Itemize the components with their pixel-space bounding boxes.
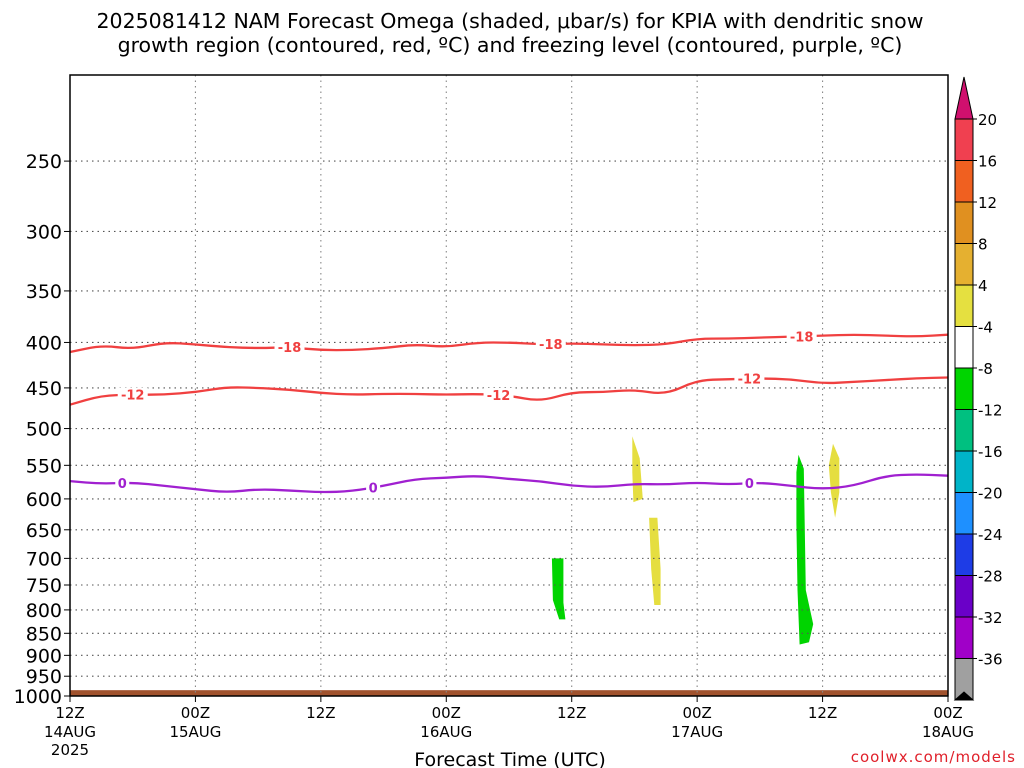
contour-label-bg xyxy=(274,340,305,355)
colorbar-swatch xyxy=(954,201,974,244)
contour-line xyxy=(69,473,949,494)
plot-area: -18 -18 -18 -12 -12 -12 0 0 0 250 300 350 400 450 500 5… xyxy=(14,74,974,759)
x-tick-time: 00Z xyxy=(682,704,711,722)
chart-title-line2: growth region (contoured, red, ºC) and f… xyxy=(118,33,903,57)
colorbar-label: -8 xyxy=(978,360,993,378)
y-tick-label: 250 xyxy=(26,151,62,173)
colorbar-label: -16 xyxy=(978,443,1003,461)
x-tick-date: 14AUG xyxy=(44,723,96,741)
y-tick-label: 900 xyxy=(26,645,62,667)
colorbar-swatch xyxy=(954,616,974,659)
colorbar-swatch xyxy=(954,575,974,618)
colorbar-label: -4 xyxy=(978,319,993,337)
contour-label-bg xyxy=(117,387,148,402)
contour-label: 0 xyxy=(118,477,127,492)
x-tick-time: 00Z xyxy=(933,704,962,722)
colorbar-swatch xyxy=(954,367,974,410)
x-tick-time: 12Z xyxy=(808,704,837,722)
colorbar-label: -36 xyxy=(978,651,1003,669)
x-tick-date: 16AUG xyxy=(420,723,472,741)
colorbar-label: -12 xyxy=(978,402,1003,420)
y-tick-label: 850 xyxy=(26,623,62,645)
colorbar-swatch xyxy=(954,160,974,203)
chart-title-line1: 2025081412 NAM Forecast Omega (shaded, μ… xyxy=(97,9,924,33)
colorbar-label: 20 xyxy=(978,111,997,129)
y-tick-label: 950 xyxy=(26,666,62,688)
y-tick-label: 350 xyxy=(26,281,62,303)
plot-frame xyxy=(69,74,949,697)
x-tick-time: 12Z xyxy=(55,704,84,722)
omega-shade-region xyxy=(551,558,566,620)
contour-label-bg xyxy=(115,475,130,490)
contour-label-bg xyxy=(366,480,381,495)
colorbar-swatch xyxy=(954,450,974,493)
colorbar-swatch xyxy=(954,326,974,369)
y-tick-label: 700 xyxy=(26,548,62,570)
colorbar-label: -20 xyxy=(978,485,1003,503)
contour-label: 0 xyxy=(369,482,378,497)
colorbar-legend: 20 16 12 8 4 -4 -8 -12 -16 -20 -24 -28 -32 -36 xyxy=(953,76,1003,701)
contour-label: -18 xyxy=(539,338,563,353)
y-tick-label: 450 xyxy=(26,378,62,400)
colorbar-swatch xyxy=(954,284,974,327)
y-tick-label: 650 xyxy=(26,520,62,542)
x-tick-time: 00Z xyxy=(181,704,210,722)
colorbar-top-arrow xyxy=(954,76,974,120)
x-tick-date: 15AUG xyxy=(169,723,221,741)
x-axis-label: Forecast Time (UTC) xyxy=(414,749,605,768)
colorbar-swatch xyxy=(954,243,974,286)
y-tick-label: 550 xyxy=(26,455,62,477)
x-tick-year: 2025 xyxy=(51,741,89,759)
omega-shade-region xyxy=(649,517,661,605)
y-tick-label: 300 xyxy=(26,221,62,243)
colorbar-swatch xyxy=(954,118,974,161)
colorbar-bottom-arrow xyxy=(953,691,975,701)
colorbar-label: 12 xyxy=(978,194,997,212)
contour-label: -12 xyxy=(121,389,145,404)
contour-label-bg xyxy=(535,337,566,352)
colorbar-label: -32 xyxy=(978,609,1003,627)
contour-label-bg xyxy=(742,476,757,491)
contour-label-bg xyxy=(734,371,765,386)
source-credit: coolwx.com/models xyxy=(851,748,1016,766)
x-tick-time: 12Z xyxy=(557,704,586,722)
x-tick-time: 12Z xyxy=(306,704,335,722)
x-tick-time: 00Z xyxy=(432,704,461,722)
x-tick-date: 18AUG xyxy=(922,723,974,741)
colorbar-label: -28 xyxy=(978,568,1003,586)
colorbar-swatch xyxy=(954,492,974,535)
contour-label: -18 xyxy=(278,341,302,356)
colorbar-label: 4 xyxy=(978,277,988,295)
contour-label: -18 xyxy=(790,330,814,345)
y-tick-label: 600 xyxy=(26,489,62,511)
surface-band xyxy=(70,690,948,696)
colorbar-swatch xyxy=(954,533,974,576)
y-tick-label: 800 xyxy=(26,600,62,622)
y-tick-label: 400 xyxy=(26,332,62,354)
colorbar-label: -24 xyxy=(978,526,1003,544)
y-tick-label: 1000 xyxy=(14,686,62,708)
colorbar-label: 16 xyxy=(978,153,997,171)
y-tick-label: 750 xyxy=(26,575,62,597)
omega-shade-region xyxy=(828,443,840,518)
x-tick-date: 17AUG xyxy=(671,723,723,741)
y-tick-label: 500 xyxy=(26,419,62,441)
contour-label-bg xyxy=(483,387,514,402)
contour-label: -12 xyxy=(738,373,762,388)
contour-label: 0 xyxy=(745,477,754,492)
contour-label-bg xyxy=(786,329,817,344)
colorbar-label: 8 xyxy=(978,236,988,254)
contour-label: -12 xyxy=(487,389,511,404)
omega-shade-region xyxy=(632,436,643,503)
omega-shade-region xyxy=(796,454,814,645)
colorbar-swatch xyxy=(954,409,974,452)
